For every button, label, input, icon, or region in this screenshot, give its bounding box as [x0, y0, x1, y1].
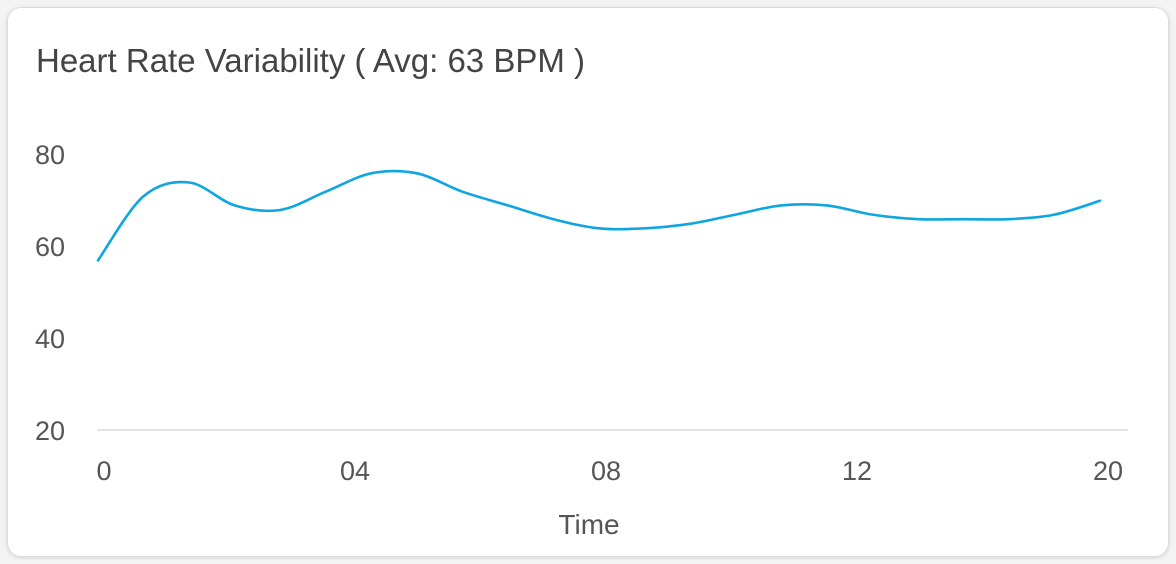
x-axis-label: Time	[558, 509, 619, 540]
y-tick-label: 80	[35, 140, 65, 170]
x-tick-label: 20	[1093, 456, 1123, 486]
series-line	[96, 169, 1102, 262]
y-tick-label: 40	[35, 324, 65, 354]
x-tick-label: 04	[340, 456, 370, 486]
y-tick-label: 60	[35, 232, 65, 262]
chart-card: Heart Rate Variability ( Avg: 63 BPM )	[7, 7, 1169, 557]
x-tick-label: 0	[96, 456, 111, 486]
x-tick-label: 12	[842, 456, 872, 486]
y-tick-label: 20	[35, 416, 65, 446]
x-tick-label: 08	[591, 456, 621, 486]
chart-title: Heart Rate Variability ( Avg: 63 BPM )	[36, 42, 585, 79]
